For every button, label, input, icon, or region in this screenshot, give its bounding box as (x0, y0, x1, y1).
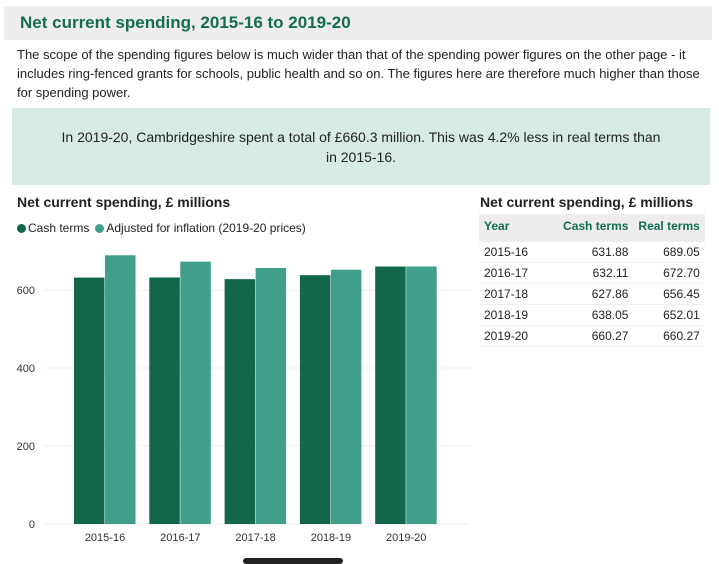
scrollbar[interactable] (243, 558, 343, 564)
bar-cash[interactable] (375, 266, 406, 524)
bar-cash[interactable] (149, 277, 180, 524)
header-cash[interactable]: Cash terms (558, 214, 634, 242)
table-row: 2019-20 660.27 660.27 (479, 325, 705, 347)
header-real[interactable]: Real terms (633, 214, 705, 242)
chart-title: Net current spending, £ millions (17, 194, 231, 210)
cell-year: 2017-18 (479, 283, 559, 305)
bar-real[interactable] (330, 269, 362, 524)
x-tick-label: 2016-17 (160, 532, 200, 544)
bar-chart: 0 200 400 600 2015-16 2016-17 2017-18 2018-19 20… (17, 255, 470, 544)
bar-real[interactable] (105, 255, 136, 524)
table-row: 2017-18 627.86 656.45 (479, 283, 705, 305)
legend-dot-cash (17, 224, 26, 233)
data-table: Year Cash terms Real terms 2015-16 631.88… (479, 214, 705, 347)
header-year[interactable]: Year (479, 214, 559, 242)
cell-cash: 632.11 (558, 262, 634, 284)
table-title: Net current spending, £ millions (480, 194, 694, 210)
cell-cash: 638.05 (558, 304, 634, 326)
y-tick-label: 0 (29, 519, 35, 531)
legend-item-real[interactable]: Adjusted for inflation (2019-20 prices) (95, 221, 306, 235)
callout-text: In 2019-20, Cambridgeshire spent a total… (61, 128, 661, 165)
cell-cash: 660.27 (558, 325, 634, 347)
cell-cash: 627.86 (558, 283, 634, 305)
chart-legend: Cash terms Adjusted for inflation (2019-… (17, 221, 306, 235)
cell-year: 2019-20 (479, 325, 559, 347)
cell-real: 689.05 (633, 242, 705, 263)
x-tick-label: 2017-18 (235, 532, 275, 544)
cell-real: 656.45 (633, 283, 705, 305)
cell-cash: 631.88 (558, 242, 634, 263)
bar-real[interactable] (180, 261, 211, 524)
summary-callout: In 2019-20, Cambridgeshire spent a total… (12, 108, 710, 185)
table-row: 2015-16 631.88 689.05 (479, 242, 705, 263)
page-title: Net current spending, 2015-16 to 2019-20 (20, 13, 351, 32)
y-tick-label: 200 (17, 441, 35, 453)
bar-cash[interactable] (299, 275, 331, 524)
cell-year: 2018-19 (479, 304, 559, 326)
table-row: 2016-17 632.11 672.70 (479, 262, 705, 284)
y-tick-label: 400 (17, 363, 35, 375)
bar-real[interactable] (255, 267, 287, 524)
y-tick-label: 600 (17, 285, 35, 297)
cell-real: 660.27 (633, 325, 705, 347)
table-row: 2018-19 638.05 652.01 (479, 304, 705, 326)
bar-cash[interactable] (74, 277, 105, 524)
cell-real: 652.01 (633, 304, 705, 326)
legend-dot-real (95, 224, 105, 233)
cell-year: 2015-16 (479, 242, 559, 263)
cell-year: 2016-17 (479, 262, 559, 284)
x-tick-label: 2015-16 (85, 532, 125, 544)
intro-text: The scope of the spending figures below … (17, 47, 700, 100)
cell-real: 672.70 (633, 262, 705, 284)
section-header: Net current spending, 2015-16 to 2019-20 (4, 6, 712, 40)
legend-item-cash[interactable]: Cash terms (17, 221, 89, 235)
x-tick-label: 2019-20 (386, 532, 426, 544)
bar-real[interactable] (406, 266, 437, 524)
x-tick-label: 2018-19 (311, 532, 351, 544)
bar-cash[interactable] (224, 279, 256, 524)
